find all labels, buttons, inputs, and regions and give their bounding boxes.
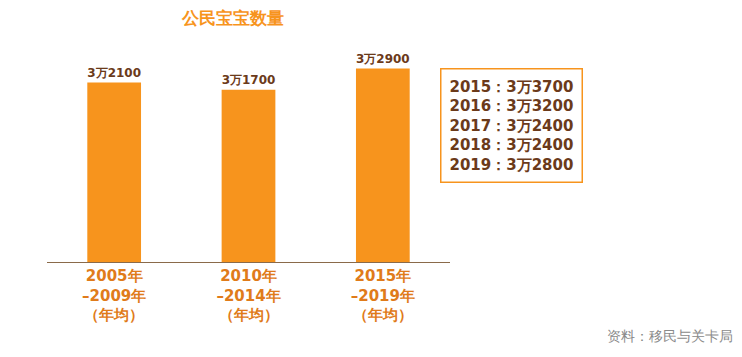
svg-text:3万2100: 3万2100 bbox=[87, 66, 141, 80]
svg-text:资料：移民与关卡局: 资料：移民与关卡局 bbox=[607, 328, 733, 344]
svg-text:2015：3万37002016：3万32002017：3万2: 2015：3万37002016：3万32002017：3万24002018：3万… bbox=[450, 78, 574, 174]
svg-text:2005年–2009年（年均）: 2005年–2009年（年均） bbox=[82, 267, 146, 324]
svg-text:3万1700: 3万1700 bbox=[222, 73, 276, 87]
svg-text:3万2900: 3万2900 bbox=[356, 52, 410, 66]
svg-text:2015年–2019年（年均）: 2015年–2019年（年均） bbox=[351, 267, 415, 324]
svg-text:2010年–2014年（年均）: 2010年–2014年（年均） bbox=[216, 267, 280, 324]
svg-text:公民宝宝数量: 公民宝宝数量 bbox=[181, 8, 284, 28]
